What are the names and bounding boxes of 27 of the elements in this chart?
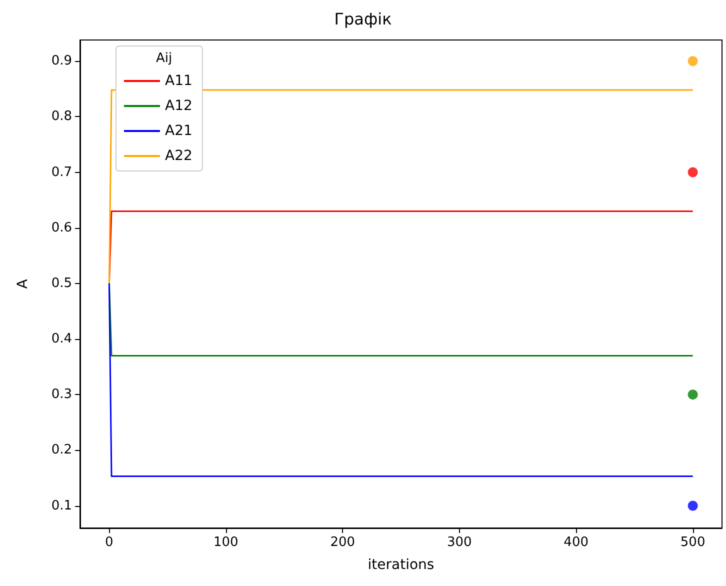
x-tick-label: 500 <box>680 535 706 550</box>
y-tick-label: 0.4 <box>51 332 72 347</box>
legend-label: A22 <box>165 148 192 164</box>
legend-label: A12 <box>165 98 192 114</box>
y-tick-label: 0.8 <box>51 109 72 124</box>
x-tick-label: 200 <box>330 535 356 550</box>
y-tick-label: 0.9 <box>51 54 72 69</box>
y-tick-label: 0.6 <box>51 220 72 236</box>
y-tick-label: 0.1 <box>51 498 72 514</box>
x-tick-label: 100 <box>213 535 238 550</box>
point <box>688 500 698 511</box>
y-axis-title: A <box>15 278 31 289</box>
chart-title: Графік <box>334 10 392 28</box>
point <box>688 167 698 178</box>
y-tick-label: 0.5 <box>51 276 72 291</box>
x-tick-label: 300 <box>446 535 472 550</box>
y-tick-label: 0.3 <box>51 387 72 402</box>
legend-label: A21 <box>165 123 192 139</box>
point <box>688 390 698 400</box>
x-tick-label: 0 <box>105 535 114 550</box>
x-axis-title: iterations <box>368 557 434 573</box>
y-tick-label: 0.2 <box>51 442 72 458</box>
y-tick-label: 0.7 <box>51 164 72 180</box>
x-tick-label: 400 <box>564 535 589 550</box>
legend-label: A11 <box>165 73 192 89</box>
point <box>688 56 698 66</box>
legend-title: Aij <box>156 51 172 66</box>
